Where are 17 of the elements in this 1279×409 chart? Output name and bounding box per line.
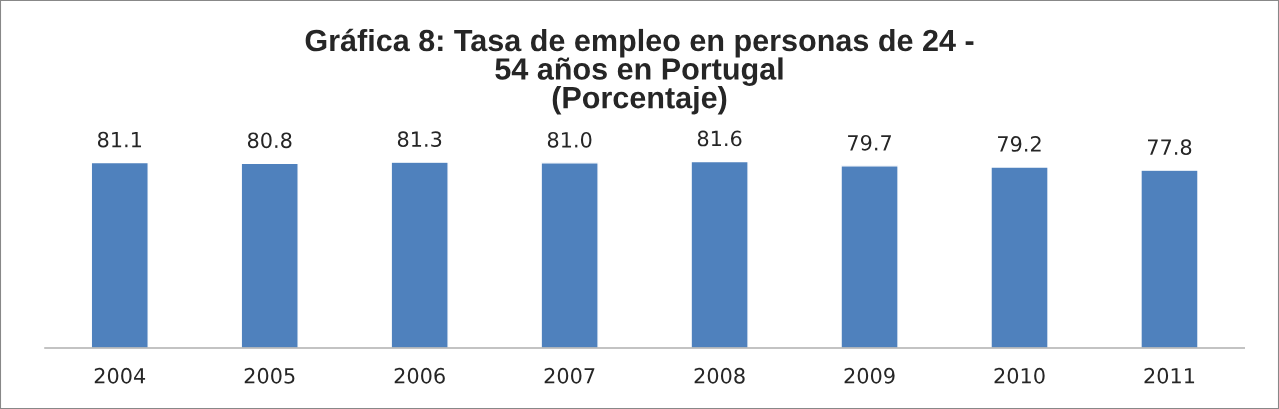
x-tick-label: 2007 (544, 367, 595, 384)
x-tick-label: 2004 (94, 367, 146, 384)
chart-title: Gráfica 8: Tasa de empleo en personas de 24 - 54 años en Portugal (Porcentaje) (305, 28, 974, 115)
x-tick-label: 2010 (994, 367, 1045, 384)
x-tick-label: 2008 (694, 367, 745, 384)
data-label: 81.0 (547, 131, 592, 148)
x-tick-label: 2005 (244, 367, 295, 384)
data-label: 80.8 (247, 132, 292, 149)
data-label: 77.8 (1148, 139, 1192, 156)
x-tick-label: 2011 (1144, 367, 1195, 384)
x-tick-label: 2009 (844, 367, 895, 384)
data-label: 81.6 (697, 130, 742, 147)
data-label: 81.3 (397, 131, 442, 148)
data-label: 81.1 (97, 131, 142, 148)
x-tick-label: 2006 (394, 367, 445, 384)
data-label: 79.2 (998, 136, 1041, 152)
data-label: 79.7 (848, 134, 891, 151)
